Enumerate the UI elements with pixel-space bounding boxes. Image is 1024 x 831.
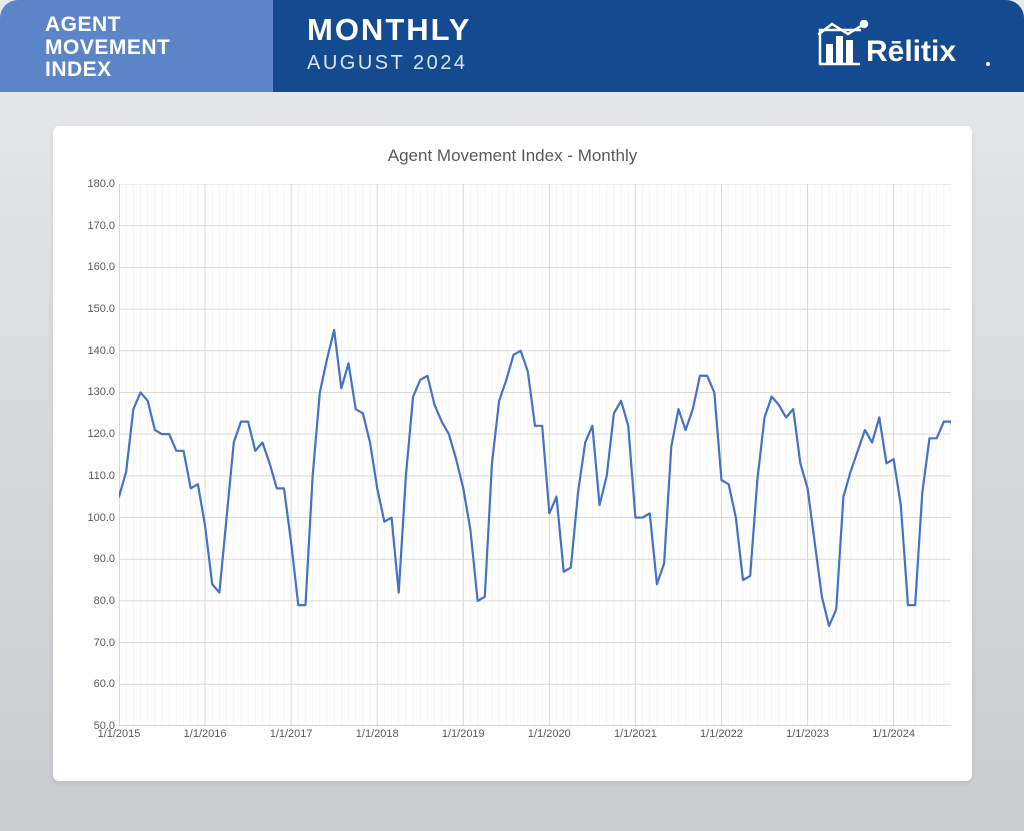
y-tick-label: 160.0 [87, 261, 115, 273]
relitix-logo-icon: Rēlitix [814, 20, 994, 75]
header: AGENT MOVEMENT INDEX MONTHLY AUGUST 2024 [0, 0, 1024, 92]
x-tick-label: 1/1/2023 [786, 728, 829, 740]
badge-line-3: INDEX [45, 59, 273, 82]
y-axis-labels: 50.060.070.080.090.0100.0110.0120.0130.0… [75, 184, 115, 726]
header-right: MONTHLY AUGUST 2024 Rēli [273, 0, 1024, 92]
y-tick-label: 80.0 [94, 595, 115, 607]
chart-plot-area: 50.060.070.080.090.0100.0110.0120.0130.0… [119, 184, 951, 726]
header-left-badge: AGENT MOVEMENT INDEX [0, 0, 273, 92]
x-tick-label: 1/1/2022 [700, 728, 743, 740]
y-tick-label: 130.0 [87, 386, 115, 398]
y-tick-label: 60.0 [94, 678, 115, 690]
y-tick-label: 140.0 [87, 345, 115, 357]
brand-logo: Rēlitix [814, 20, 994, 75]
x-axis-labels: 1/1/20151/1/20161/1/20171/1/20181/1/2019… [119, 728, 951, 746]
y-tick-label: 110.0 [88, 470, 115, 482]
header-subtitle: AUGUST 2024 [307, 52, 471, 75]
chart-plot [119, 184, 951, 726]
y-tick-label: 70.0 [94, 637, 115, 649]
page: AGENT MOVEMENT INDEX MONTHLY AUGUST 2024 [0, 0, 1024, 831]
x-tick-label: 1/1/2019 [442, 728, 485, 740]
x-tick-label: 1/1/2021 [614, 728, 657, 740]
x-tick-label: 1/1/2024 [872, 728, 915, 740]
y-tick-label: 100.0 [87, 512, 115, 524]
y-tick-label: 90.0 [94, 553, 115, 565]
chart-svg [119, 184, 951, 726]
x-tick-label: 1/1/2018 [356, 728, 399, 740]
x-tick-label: 1/1/2017 [270, 728, 313, 740]
y-tick-label: 170.0 [87, 220, 115, 232]
y-tick-label: 180.0 [87, 178, 115, 190]
chart-card: Agent Movement Index - Monthly 50.060.07… [53, 126, 972, 781]
chart-title: Agent Movement Index - Monthly [53, 146, 972, 166]
header-title-group: MONTHLY AUGUST 2024 [307, 12, 471, 75]
header-title: MONTHLY [307, 12, 471, 48]
x-tick-label: 1/1/2020 [528, 728, 571, 740]
badge-line-2: MOVEMENT [45, 37, 273, 60]
y-tick-label: 150.0 [87, 303, 115, 315]
y-tick-label: 120.0 [87, 428, 115, 440]
badge-line-1: AGENT [45, 14, 273, 37]
x-tick-label: 1/1/2016 [184, 728, 227, 740]
svg-text:Rēlitix: Rēlitix [866, 35, 956, 68]
x-tick-label: 1/1/2015 [98, 728, 141, 740]
